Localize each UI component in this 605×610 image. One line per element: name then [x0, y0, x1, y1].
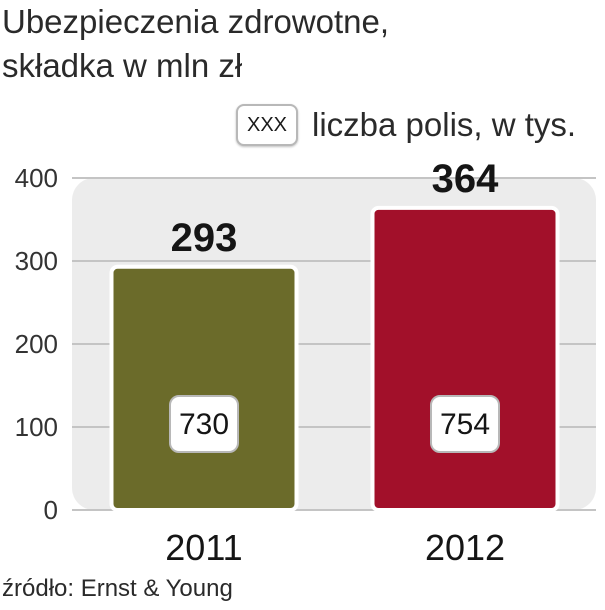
source-note: źródło: Ernst & Young	[2, 575, 233, 602]
bar	[109, 264, 299, 512]
y-tick-label: 200	[15, 329, 58, 359]
y-tick-label: 300	[15, 246, 58, 276]
y-tick-label: 0	[44, 495, 58, 525]
chart-title-line-2: składka w mln zł	[2, 47, 243, 84]
x-tick-label: 2011	[165, 527, 242, 568]
x-tick-label: 2012	[425, 527, 505, 568]
inner-label-value: 754	[440, 408, 490, 441]
legend-label: liczba polis, w tys.	[312, 106, 577, 143]
inner-label-box	[169, 395, 239, 453]
legend-key-box: XXX	[236, 104, 298, 146]
bar-chart: 0 100 200 300 400 293 730 364 754 2011 2012	[15, 160, 596, 568]
y-tick-label: 400	[15, 163, 58, 193]
y-tick-label: 100	[15, 412, 58, 442]
chart-title-line-1: Ubezpieczenia zdrowotne,	[2, 3, 390, 40]
bar-value-label: 364	[432, 160, 499, 201]
bar	[370, 205, 560, 512]
inner-label-box	[430, 395, 500, 453]
bar-value-label: 293	[171, 216, 238, 260]
legend: XXX liczba polis, w tys.	[236, 104, 576, 146]
inner-label-value: 730	[179, 408, 229, 441]
